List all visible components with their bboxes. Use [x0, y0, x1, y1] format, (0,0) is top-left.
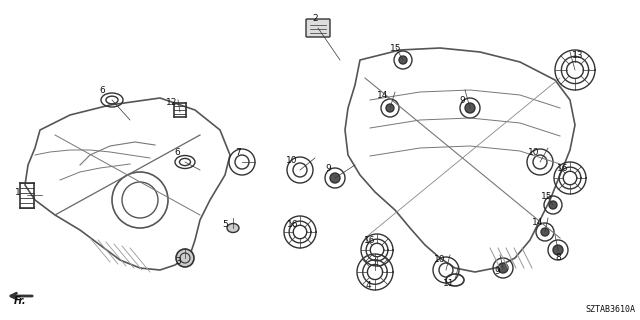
Text: 9: 9: [325, 164, 331, 172]
Circle shape: [549, 201, 557, 209]
Text: 16: 16: [364, 236, 376, 244]
Circle shape: [553, 245, 563, 255]
Text: 11: 11: [444, 279, 455, 289]
Ellipse shape: [227, 223, 239, 233]
Text: 12: 12: [166, 98, 178, 107]
Text: 13: 13: [572, 51, 584, 60]
Text: 4: 4: [365, 281, 371, 290]
Circle shape: [465, 103, 475, 113]
Circle shape: [330, 173, 340, 183]
Text: Fr.: Fr.: [13, 296, 26, 306]
Circle shape: [399, 56, 407, 64]
Text: 6: 6: [99, 85, 105, 94]
Text: 10: 10: [286, 156, 298, 164]
Text: 16: 16: [557, 164, 569, 172]
Circle shape: [386, 104, 394, 112]
Text: 15: 15: [390, 44, 402, 52]
Text: 1: 1: [15, 188, 21, 196]
Text: 10: 10: [528, 148, 540, 156]
Text: 2: 2: [312, 13, 318, 22]
Circle shape: [176, 249, 194, 267]
Circle shape: [541, 228, 549, 236]
Text: 3: 3: [175, 258, 181, 267]
Text: 8: 8: [555, 253, 561, 262]
Text: SZTAB3610A: SZTAB3610A: [585, 305, 635, 314]
Text: 14: 14: [532, 218, 544, 227]
Text: 15: 15: [541, 191, 553, 201]
Text: 6: 6: [174, 148, 180, 156]
Text: 9: 9: [459, 95, 465, 105]
Circle shape: [498, 263, 508, 273]
Text: 7: 7: [235, 148, 241, 156]
Text: 14: 14: [378, 91, 388, 100]
Text: 5: 5: [222, 220, 228, 228]
Text: 16: 16: [287, 220, 299, 228]
FancyBboxPatch shape: [306, 19, 330, 37]
Text: 10: 10: [435, 255, 445, 265]
Text: 9: 9: [494, 268, 500, 276]
